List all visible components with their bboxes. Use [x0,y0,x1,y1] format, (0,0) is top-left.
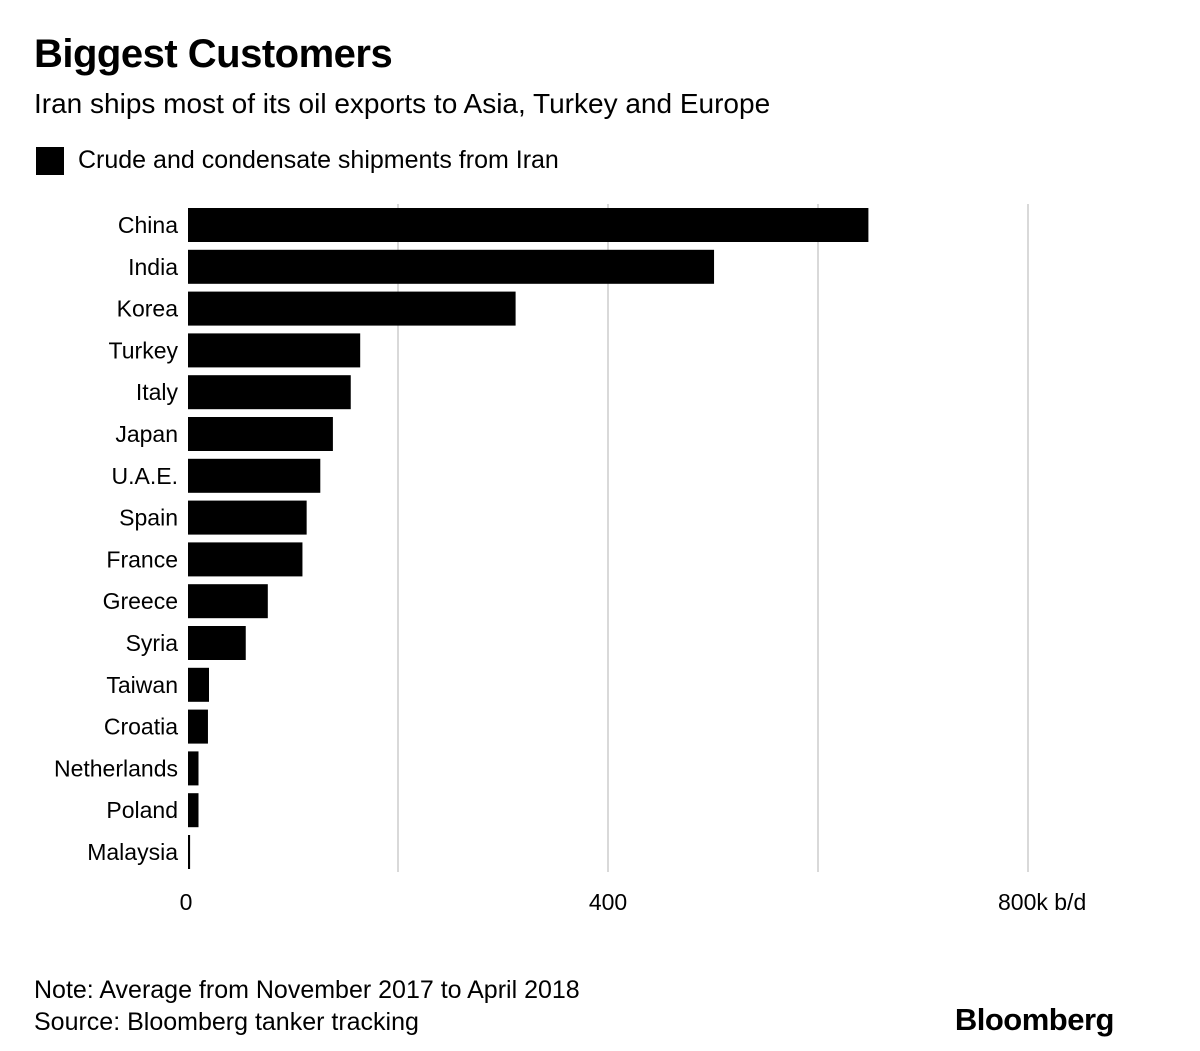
bar [188,793,199,828]
category-label: France [106,546,178,572]
note-text: Note: Average from November 2017 to Apri… [34,976,580,1004]
category-label: Netherlands [54,755,178,781]
legend-swatch [36,146,64,175]
bar [188,667,209,702]
category-label: Syria [126,630,179,656]
x-tick-label: 800k b/d [998,889,1086,915]
bloomberg-logo: Bloomberg [954,1002,1115,1037]
bar [188,249,715,284]
legend: Crude and condensate shipments from Iran [36,146,559,175]
category-label: Spain [119,505,178,531]
category-label: Croatia [104,714,178,740]
category-label: Taiwan [106,672,178,698]
category-label: Korea [117,296,179,322]
category-label: Italy [136,379,179,405]
category-label: Poland [106,797,178,823]
bar [188,291,516,326]
category-label: China [118,212,178,238]
bar [188,626,246,660]
category-label: India [128,254,178,280]
category-label: Turkey [109,337,179,363]
bar [188,584,268,619]
footnote: Note: Average from November 2017 to Apri… [34,974,580,1038]
source-text: Source: Bloomberg tanker tracking [34,1008,419,1036]
category-label: U.A.E. [112,463,178,489]
bar [188,542,303,577]
bar [188,208,869,242]
bar [188,835,191,869]
bar [188,333,361,368]
category-label: Greece [103,588,178,614]
bar [188,751,199,786]
legend-label: Crude and condensate shipments from Iran [78,146,559,174]
category-label: Malaysia [87,839,178,865]
bar [188,500,307,535]
bar [188,709,208,744]
x-tick-label: 400 [589,889,627,915]
bar [188,417,333,451]
chart-subtitle: Iran ships most of its oil exports to As… [34,88,771,119]
bar [188,458,321,493]
chart-title: Biggest Customers [34,32,393,76]
x-tick-label: 0 [180,889,193,915]
category-label: Japan [115,421,178,447]
bar [188,375,351,410]
